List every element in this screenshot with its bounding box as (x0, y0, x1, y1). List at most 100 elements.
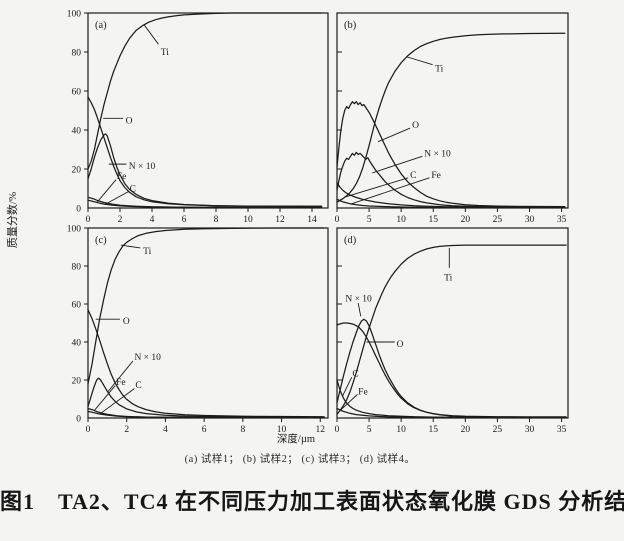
label-a-O: O (126, 116, 133, 126)
label-c-O: O (123, 317, 130, 327)
x-tick-label-d: 10 (396, 425, 406, 435)
x-tick-label-d: 25 (493, 425, 503, 435)
y-tick-label-a: 20 (72, 166, 82, 176)
leader-line-a (143, 24, 159, 45)
label-c-N×10: N × 10 (134, 353, 161, 363)
y-tick-label-c: 20 (72, 377, 82, 387)
curve-b-O (336, 101, 566, 208)
y-tick-label-c: 60 (72, 301, 82, 311)
label-d-C: C (352, 369, 358, 379)
curve-c-N10 (87, 377, 325, 418)
leader-line-d (357, 302, 362, 317)
label-a-C: C (130, 185, 136, 195)
x-tick-label-a: 4 (150, 215, 155, 225)
x-tick-label-c: 2 (124, 425, 129, 435)
curve-b-N10 (336, 151, 566, 208)
figure-title: 图1 TA2、TC4 在不同压力加工表面状态氧化膜 GDS 分析结果 (0, 489, 624, 514)
x-axis-label: 深度/µm (277, 432, 315, 445)
leader-line-b (406, 56, 433, 66)
label-d-O: O (397, 340, 404, 350)
leader-line-c (120, 244, 141, 249)
x-tick-label-a: 6 (182, 215, 187, 225)
x-tick-label-a: 2 (118, 215, 123, 225)
label-c-Ti: Ti (143, 247, 151, 257)
axis-titles: 质量分数/% 深度/µm (6, 192, 315, 445)
curve-b-Fe (336, 198, 566, 209)
panel-tag-c: (c) (95, 235, 107, 246)
y-tick-label-c: 0 (76, 415, 81, 425)
y-tick-label-a: 60 (72, 88, 82, 98)
curve-c-O (87, 309, 325, 418)
label-a-N×10: N × 10 (129, 162, 156, 172)
plot-box-d (336, 227, 569, 419)
y-tick-label-c: 40 (72, 339, 82, 349)
label-b-C: C (410, 171, 416, 181)
curve-a-N10 (87, 133, 323, 208)
curve-d-N10 (336, 318, 567, 418)
x-tick-label-a: 8 (214, 215, 219, 225)
label-c-Fe: Fe (116, 378, 126, 388)
curve-d-Fe (336, 407, 567, 419)
x-tick-label-b: 30 (525, 215, 535, 225)
x-tick-label-c: 8 (240, 425, 245, 435)
x-tick-label-c: 6 (202, 425, 207, 435)
leader-line-b (350, 177, 430, 205)
curve-b-C (336, 182, 566, 208)
label-d-Fe: Fe (358, 387, 368, 397)
leader-line-a (104, 191, 130, 205)
x-tick-label-d: 30 (525, 425, 535, 435)
x-tick-label-b: 0 (335, 215, 340, 225)
panel-b: 0 5 10 15 20 25 30 35 (b) Ti O N × 10 C Fe (335, 12, 569, 225)
x-tick-label-d: 15 (429, 425, 439, 435)
label-a-Ti: Ti (161, 48, 169, 58)
leader-line-c (107, 360, 134, 393)
leader-line-d (342, 376, 353, 397)
y-tick-label-a: 100 (67, 10, 82, 20)
panel-tag-b: (b) (344, 20, 357, 31)
curve-d-O (336, 322, 567, 418)
x-tick-label-b: 10 (396, 215, 406, 225)
curve-c-Ti (87, 227, 325, 385)
x-tick-label-d: 0 (335, 425, 340, 435)
x-tick-label-c: 0 (86, 425, 91, 435)
x-tick-label-b: 35 (557, 215, 567, 225)
y-axis-label: 质量分数/% (6, 192, 19, 248)
label-d-N×10: N × 10 (345, 294, 372, 304)
curve-a-O (87, 96, 323, 207)
curve-d-C (336, 379, 567, 419)
x-tick-label-c: 4 (163, 425, 168, 435)
x-tick-label-b: 5 (367, 215, 372, 225)
x-tick-label-a: 10 (243, 215, 253, 225)
curve-a-Ti (87, 12, 323, 170)
y-tick-label-a: 0 (76, 205, 81, 215)
label-b-Ti: Ti (435, 65, 443, 75)
label-d-Ti: Ti (444, 273, 452, 283)
curve-c-C (87, 410, 325, 419)
label-a-Fe: Fe (117, 172, 127, 182)
leader-line-c (94, 385, 116, 411)
curve-b-Ti (336, 32, 566, 203)
x-tick-label-b: 15 (429, 215, 439, 225)
x-tick-label-a: 14 (307, 215, 317, 225)
panel-tag-d: (d) (344, 235, 357, 246)
leader-line-d (340, 393, 358, 411)
plot-box-b (336, 12, 569, 209)
x-tick-label-b: 25 (493, 215, 503, 225)
panel-tag-a: (a) (95, 20, 107, 31)
y-tick-label-c: 100 (67, 225, 82, 235)
curve-d-Ti (336, 244, 567, 415)
panel-c: 0 2 4 6 8 10 12 0 20 40 60 80 100 (c) Ti O N × 10 Fe C (67, 225, 329, 435)
x-tick-label-d: 5 (367, 425, 372, 435)
x-tick-label-c: 10 (277, 425, 287, 435)
leader-line-b (372, 155, 423, 174)
y-tick-label-a: 40 (72, 127, 82, 137)
leader-line-a (96, 179, 117, 203)
x-tick-label-c: 12 (316, 425, 326, 435)
curve-a-C (87, 199, 323, 209)
leader-line-b (343, 177, 409, 198)
x-tick-label-b: 20 (461, 215, 471, 225)
label-b-Fe: Fe (431, 171, 441, 181)
